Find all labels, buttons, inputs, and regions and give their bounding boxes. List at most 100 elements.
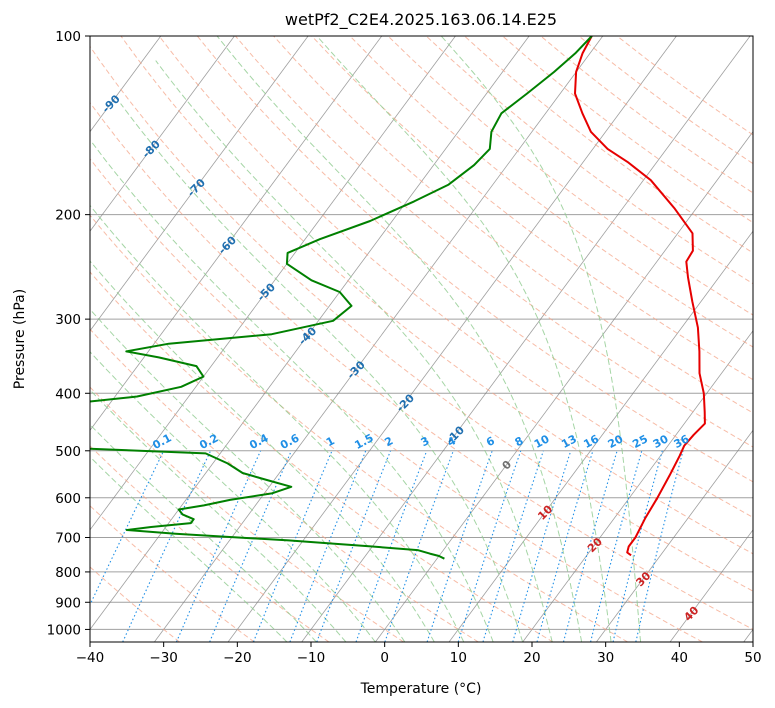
y-tick-label: 900: [55, 595, 81, 611]
mixing-ratio-line: [482, 450, 544, 642]
sounding-profiles: [90, 36, 706, 560]
dry-adiabat-line: [425, 36, 753, 285]
isotherm-line: [669, 529, 753, 642]
dry-adiabat-line: [311, 36, 753, 381]
moist-adiabat-line: [90, 389, 347, 642]
mixing-ratio-line: [316, 450, 392, 642]
moist-adiabat-line: [90, 456, 288, 642]
line-labels: 0.1 0.2 0.4 0.6 1 1.5 2 3 4 6 8 10 13 16 20 25 30 36-100-…: [23, 89, 702, 624]
mixing-ratio-line: [252, 450, 333, 642]
isotherm-label: -50: [255, 280, 278, 303]
isotherm-label: -100: [23, 89, 52, 118]
dry-adiabat-line: [90, 101, 753, 630]
isotherm-line: [522, 330, 753, 642]
mixing-ratio-label: 2: [382, 434, 395, 449]
mixing-ratio-label: 1.5: [352, 431, 375, 452]
y-tick-label: 300: [55, 312, 81, 328]
chart-title: wetPf2_C2E4.2025.163.06.14.E25: [285, 10, 557, 30]
mixing-ratio-label: 6: [484, 434, 497, 449]
x-tick-label: 20: [523, 650, 540, 666]
isotherm-label: 40: [681, 604, 701, 624]
mixing-ratio-label: 0.2: [197, 431, 220, 452]
dry-adiabat-line: [90, 45, 753, 592]
moist-adiabat-line: [316, 36, 612, 642]
x-tick-label: 30: [597, 650, 614, 666]
y-tick-label: 800: [55, 565, 81, 581]
isotherm-line: [154, 36, 604, 642]
mixing-ratio-line: [426, 450, 493, 642]
mixing-ratio-label: 30: [651, 432, 671, 451]
isotherm-line: [90, 36, 383, 431]
dry-adiabat-line: [387, 36, 753, 316]
mixing-ratio-label: 25: [630, 432, 650, 451]
moist-adiabat-line: [440, 36, 642, 642]
isotherm-line: [90, 36, 309, 332]
isotherm-line: [375, 131, 753, 642]
isotherm-label: -30: [345, 358, 368, 381]
dry-adiabat-line: [196, 36, 753, 483]
y-axis-label: Pressure (hPa): [12, 289, 28, 389]
x-axis-ticks: −40 −30 −20 −10 0 10 20 30 40 50: [76, 642, 762, 666]
dry-adiabat-line: [464, 36, 753, 254]
dry-adiabat-line: [502, 36, 753, 224]
dry-adiabat-line: [90, 214, 628, 642]
mixing-ratio-line: [512, 450, 572, 642]
dry-adiabat-line: [616, 36, 753, 136]
isotherm-label: -90: [100, 92, 123, 115]
x-tick-label: 40: [671, 650, 688, 666]
mixing-ratio-line: [122, 450, 212, 642]
mixing-ratio-line: [590, 450, 643, 642]
y-tick-label: 700: [55, 531, 81, 547]
y-tick-label: 1000: [47, 622, 81, 638]
dry-adiabat-line: [158, 36, 753, 518]
mixing-ratio-label: 0.6: [278, 431, 302, 452]
y-tick-label: 400: [55, 386, 81, 402]
moist-adiabat-line: [90, 260, 435, 642]
mixing-ratio-label: 0.4: [247, 431, 271, 452]
isotherm-label: 0: [500, 458, 515, 473]
x-tick-label: −20: [223, 650, 252, 666]
mixing-ratio-line: [612, 450, 663, 642]
mixing-ratio-label: 16: [581, 432, 601, 451]
moist-adiabat-line: [90, 423, 317, 642]
dry-adiabat-line: [90, 271, 554, 642]
dewpoint-line: [90, 36, 593, 560]
y-tick-label: 500: [55, 444, 81, 460]
isotherm-label: -70: [185, 176, 208, 199]
dry-adiabat-line: [90, 328, 479, 642]
dry-adiabat-line: [120, 36, 753, 555]
moist-adiabat-line: [155, 60, 553, 642]
moist-adiabat-line: [90, 351, 376, 642]
mixing-ratio-label: 20: [606, 432, 626, 451]
moist-adiabat-line: [90, 308, 406, 642]
isotherm-line: [90, 36, 235, 232]
x-tick-label: 10: [450, 650, 467, 666]
mixing-ratio-label: 1: [324, 434, 337, 449]
isotherm-line: [90, 36, 530, 631]
mixing-ratio-label: 36: [672, 432, 692, 451]
mixing-ratio-line: [289, 450, 367, 642]
mixing-ratio-line: [635, 450, 684, 642]
moist-adiabat-line: [120, 103, 524, 642]
x-tick-label: 50: [744, 650, 761, 666]
dry-adiabat-line: [578, 36, 753, 165]
mixing-ratio-line: [562, 450, 618, 642]
x-tick-label: −10: [297, 650, 326, 666]
x-tick-label: −30: [149, 650, 178, 666]
isotherm-line: [743, 628, 753, 642]
dry-adiabat-line: [90, 566, 180, 642]
mixing-ratio-line: [384, 450, 454, 642]
dry-adiabat-line: [349, 36, 753, 348]
moist-adiabat-line: [90, 140, 494, 642]
y-axis-ticks: 1000 900 800 700 600 500 400 300 200 100: [47, 29, 90, 638]
mixing-ratio-label: 0.1: [150, 431, 173, 452]
mixing-ratio-line: [457, 450, 522, 642]
background-lines: [90, 36, 753, 642]
isotherm-label: -80: [140, 137, 163, 160]
y-tick-label: 200: [55, 208, 81, 224]
x-axis-label: Temperature (°C): [360, 681, 482, 697]
dry-adiabat-line: [235, 36, 753, 448]
isotherm-line: [596, 429, 753, 642]
temperature-line: [574, 36, 706, 557]
dry-adiabat-line: [273, 36, 753, 414]
